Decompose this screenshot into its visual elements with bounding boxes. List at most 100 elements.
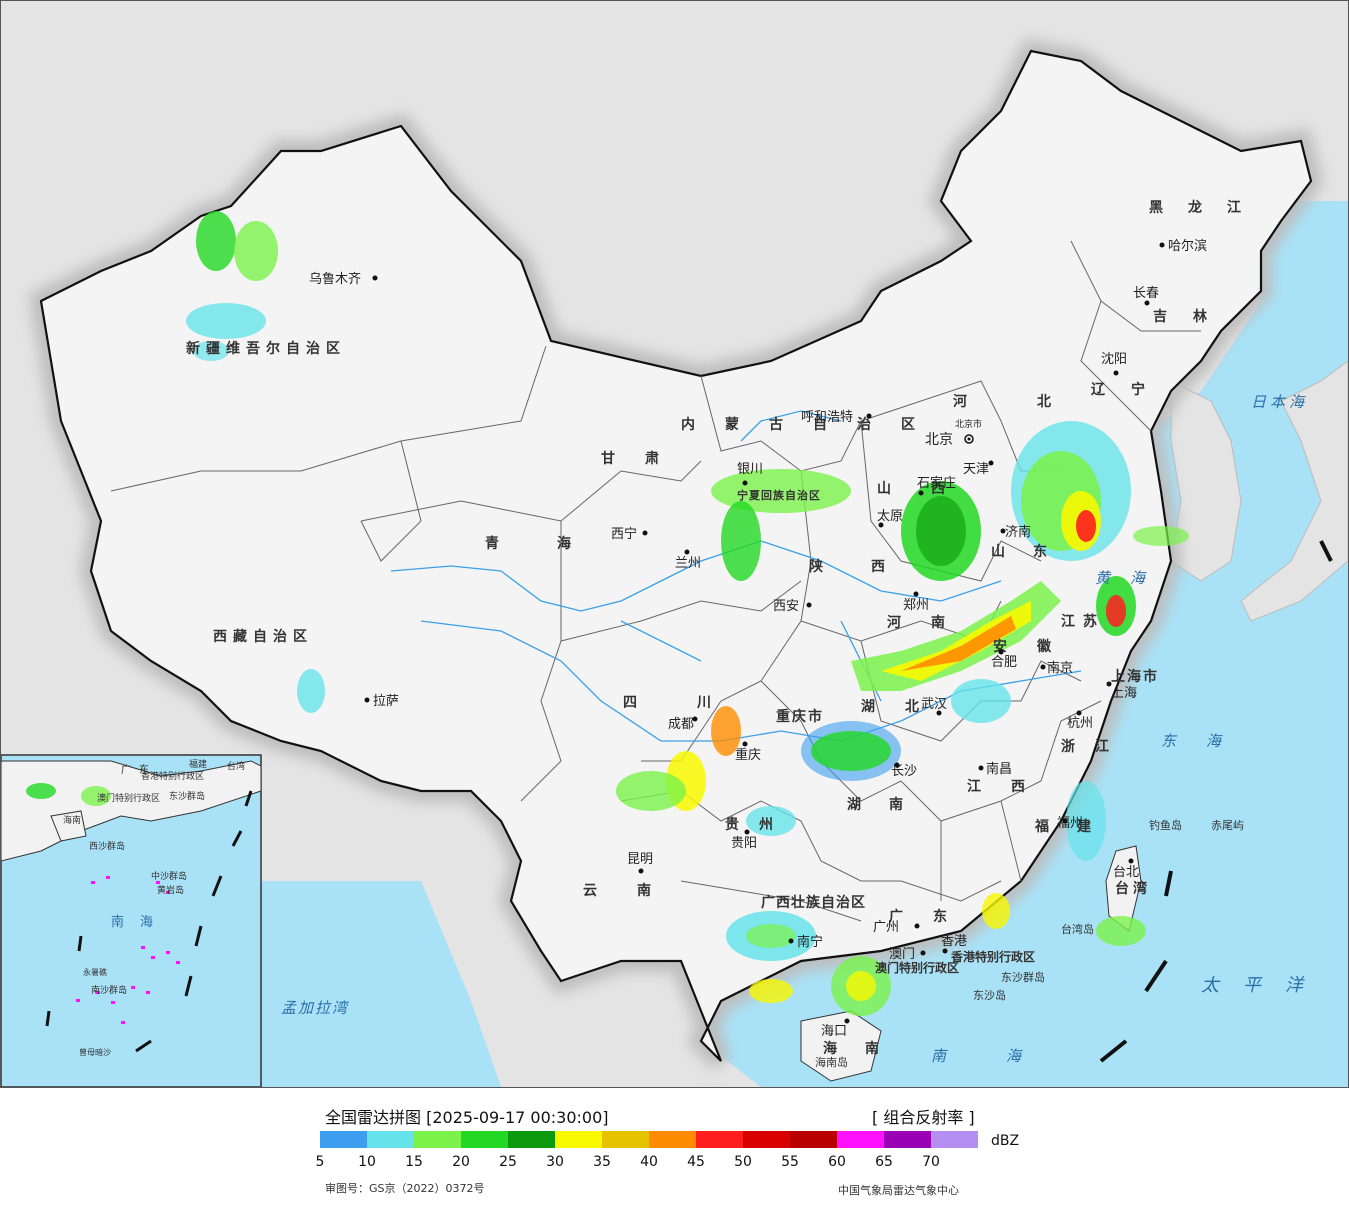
city-hangzhou: 杭州 [1067, 716, 1093, 731]
color-scale-tick-label: 55 [781, 1154, 799, 1170]
color-swatch [602, 1131, 649, 1148]
inset-labels: 南海 广东 福建 台湾 香港特别行政区 澳门特别行政区 海南 东沙群岛 西沙群岛… [63, 758, 245, 1057]
inset-label-yongshu: 永暑礁 [83, 967, 107, 977]
label-east-sea: 东海 [1161, 732, 1251, 750]
color-scale-ticks: 5 10 15 20 25 30 35 40 45 50 55 60 65 70 [305, 1154, 985, 1174]
color-scale-tick-label: 45 [687, 1154, 705, 1170]
label-chongqing: 重庆市 [776, 708, 824, 725]
city-guiyang: 贵阳 [731, 836, 757, 851]
inset-label-dongsha: 东沙群岛 [169, 790, 205, 802]
inset-label-guangdong: 广东 [121, 763, 157, 776]
inset-label-macau: 澳门特别行政区 [97, 792, 160, 804]
color-scale-tick-label: 15 [405, 1154, 423, 1170]
label-dongsha-island: 东沙岛 [973, 988, 1006, 1002]
city-jinan: 济南 [1005, 524, 1031, 540]
city-chongqing: 重庆 [735, 747, 761, 763]
label-hainan-island: 海南岛 [815, 1055, 848, 1069]
city-haikou: 海口 [821, 1024, 847, 1039]
color-swatch [320, 1131, 367, 1148]
label-dongsha-islands: 东沙群岛 [1001, 970, 1045, 984]
color-swatch [555, 1131, 602, 1148]
color-swatch [884, 1131, 931, 1148]
color-swatch [367, 1131, 414, 1148]
city-beijingshi: 北京市 [955, 418, 982, 430]
city-yinchuan: 银川 [737, 462, 763, 477]
ocean-bay-of-bengal [261, 881, 501, 1087]
label-hk-sar: 香港特别行政区 [950, 949, 1035, 964]
label-jilin: 吉林 [1153, 308, 1233, 325]
inset-label-nansha: 南沙群岛 [91, 984, 127, 996]
city-wuhan: 武汉 [921, 697, 947, 712]
city-xining: 西宁 [611, 526, 637, 542]
city-beijing: 北京 [925, 432, 953, 448]
label-hebei: 河北 [953, 393, 1121, 410]
color-scale-tick-label: 65 [875, 1154, 893, 1170]
label-chiwei: 赤尾屿 [1211, 819, 1244, 832]
city-hohhot: 呼和浩特 [801, 410, 853, 425]
label-ningxia: 宁夏回族自治区 [737, 488, 821, 502]
city-macau: 澳门 [889, 946, 915, 962]
label-sea-japan: 日本海 [1251, 393, 1308, 411]
label-yunnan: 云南 [583, 882, 691, 899]
radar-echoes [186, 211, 1189, 1016]
color-swatch [461, 1131, 508, 1148]
color-swatch [790, 1131, 837, 1148]
island-labels: 钓鱼岛 赤尾屿 台湾岛 东沙群岛 海南岛 香港特别行政区 澳门特别行政区 东沙岛 [815, 818, 1244, 1069]
city-taiyuan: 太原 [877, 509, 903, 524]
city-hongkong: 香港 [941, 934, 967, 949]
city-nanchang: 南昌 [986, 761, 1012, 777]
inset-label-xisha: 西沙群岛 [89, 840, 125, 852]
city-shenyang: 沈阳 [1101, 352, 1127, 367]
city-changsha: 长沙 [891, 764, 917, 779]
city-nanjing: 南京 [1047, 660, 1073, 676]
label-guizhou: 贵州 [725, 816, 793, 833]
color-swatch [931, 1131, 978, 1148]
legend-product: [ 组合反射率 ] [872, 1108, 975, 1127]
city-fuzhou: 福州 [1057, 816, 1083, 831]
label-hunan: 湖南 [847, 796, 931, 813]
korea-peninsula [1170, 380, 1242, 582]
city-xian: 西安 [773, 599, 799, 614]
organization-credit: 中国气象局雷达气象中心 [838, 1184, 959, 1197]
color-scale-tick-label: 5 [315, 1154, 325, 1170]
color-scale-tick-label: 50 [734, 1154, 752, 1170]
color-scale-tick-label: 35 [593, 1154, 611, 1170]
inset-label-hainan: 海南 [63, 814, 81, 826]
city-hefei: 合肥 [991, 655, 1017, 670]
label-henan: 河南 [887, 614, 975, 631]
inset-label-huangyan: 黄岩岛 [157, 884, 184, 896]
inset-label-south-sea: 南海 [111, 914, 169, 930]
color-scale-tick-label: 70 [922, 1154, 940, 1170]
city-labels: 乌鲁木齐 拉萨 西宁 兰州 银川 呼和浩特 哈尔滨 长春 沈阳 北京 北京市 天… [309, 238, 1207, 1039]
china-landmass [39, 49, 1313, 1062]
color-swatch [743, 1131, 790, 1148]
city-tianjin: 天津 [963, 462, 989, 477]
city-taipei: 台北 [1113, 865, 1139, 880]
color-swatch [837, 1131, 884, 1148]
color-scale-bar [320, 1131, 978, 1148]
south-china-sea-inset [1, 754, 262, 1087]
label-pacific: 太平洋 [1201, 975, 1327, 996]
legend-title: 全国雷达拼图 [2025-09-17 00:30:00] [325, 1108, 609, 1127]
label-sichuan: 四川 [623, 695, 771, 711]
nine-dash-line [1099, 540, 1333, 1063]
label-neimenggu: 内蒙古自治区 [681, 416, 945, 433]
label-hubei: 湖北 [861, 699, 949, 715]
radar-map[interactable]: 新疆维吾尔自治区 西藏自治区 青海 甘肃 内蒙古自治区 黑龙江 吉林 辽宁 河北… [0, 0, 1349, 1088]
city-changchun: 长春 [1133, 286, 1159, 301]
city-guangzhou: 广州 [873, 920, 899, 935]
color-scale-tick-label: 30 [546, 1154, 564, 1170]
label-macau-sar: 澳门特别行政区 [875, 960, 959, 975]
city-harbin: 哈尔滨 [1168, 238, 1207, 254]
city-lanzhou: 兰州 [675, 556, 701, 571]
label-south-sea: 南海 [931, 1047, 1081, 1065]
city-shijiazhuang: 石家庄 [917, 475, 956, 491]
label-jiangsu: 江苏 [1061, 613, 1105, 630]
city-urumqi: 乌鲁木齐 [309, 271, 361, 287]
label-shanxi: 山西 [877, 481, 985, 497]
color-scale-tick-label: 20 [452, 1154, 470, 1170]
inset-label-taiwan: 台湾 [227, 760, 245, 772]
label-taiwan: 台湾 [1115, 880, 1151, 897]
map-approval-number: 审图号：GS京（2022）0372号 [325, 1182, 485, 1195]
city-shanghai: 上海 [1111, 686, 1137, 701]
